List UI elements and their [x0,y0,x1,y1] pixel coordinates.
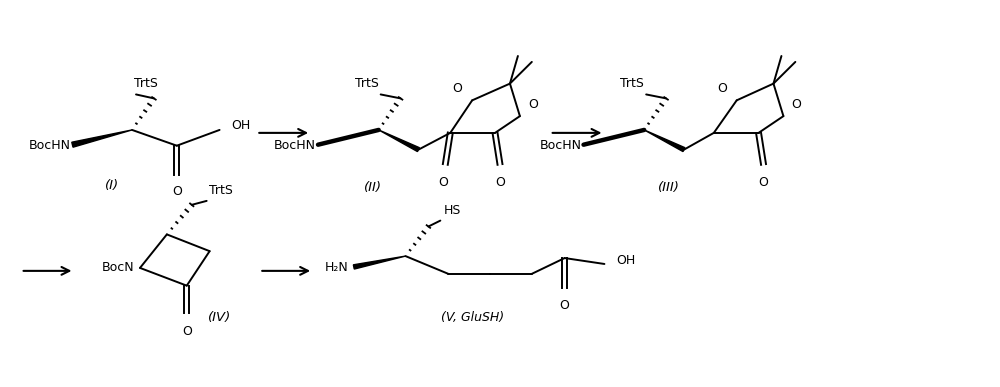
Polygon shape [644,130,685,152]
Text: (I): (I) [105,179,119,192]
Text: O: O [452,82,462,96]
Text: O: O [717,82,727,96]
Text: OH: OH [616,253,636,267]
Text: O: O [791,98,801,111]
Text: H₂N: H₂N [325,261,349,274]
Text: (V, GluSH): (V, GluSH) [441,311,504,324]
Text: O: O [438,176,448,189]
Polygon shape [379,130,419,152]
Text: OH: OH [232,120,251,132]
Text: O: O [528,98,538,111]
Text: (III): (III) [658,181,680,194]
Text: TrtS: TrtS [134,77,158,89]
Text: O: O [759,176,768,189]
Polygon shape [72,130,132,147]
Text: BocHN: BocHN [28,139,70,152]
Text: BocN: BocN [101,261,134,274]
Text: O: O [495,176,505,189]
Text: TrtS: TrtS [209,184,233,197]
Text: O: O [560,300,570,312]
Text: HS: HS [443,204,461,217]
Text: O: O [182,325,192,338]
Text: TrtS: TrtS [355,77,379,89]
Text: (IV): (IV) [208,311,231,324]
Text: BocHN: BocHN [540,139,582,152]
Text: O: O [172,185,182,198]
Text: BocHN: BocHN [274,139,316,152]
Polygon shape [353,256,406,269]
Text: TrtS: TrtS [620,77,644,89]
Text: (II): (II) [364,181,382,194]
